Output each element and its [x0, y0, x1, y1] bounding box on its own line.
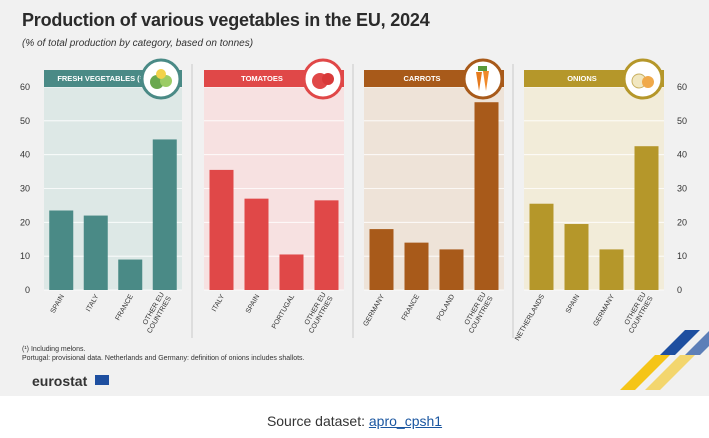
category-label: FRANCE	[115, 293, 136, 322]
y-tick-right: 10	[677, 251, 687, 261]
chart-area: 0 0 10 10 20 20 30 30 40 40 50 50 60 60 FRESH VEGETABL…	[20, 58, 687, 342]
bar	[314, 200, 339, 290]
bar	[83, 215, 108, 290]
bar	[474, 102, 499, 290]
chart-title: Production of various vegetables in the …	[22, 10, 430, 30]
bar	[49, 210, 74, 290]
y-tick-left: 60	[20, 82, 30, 92]
footnote-2: Portugal: provisional data. Netherlands …	[22, 355, 305, 362]
category-label: NETHERLANDS	[514, 293, 546, 342]
category-label: SPAIN	[245, 294, 261, 315]
y-tick-right: 30	[677, 184, 687, 194]
bar	[404, 242, 429, 290]
y-tick-right: 0	[677, 285, 682, 295]
category-label: OTHER EUCOUNTRIES	[301, 291, 335, 334]
carrot-icon	[462, 58, 504, 100]
y-tick-left: 50	[20, 116, 30, 126]
bar	[439, 249, 464, 290]
category-label: GERMANY	[362, 293, 386, 327]
bar	[244, 198, 269, 290]
y-tick-left: 10	[20, 251, 30, 261]
category-label: ITALY	[211, 293, 226, 313]
chart-subtitle: (% of total production by category, base…	[22, 38, 254, 49]
y-tick-left: 0	[25, 285, 30, 295]
source-label: Source dataset:	[266, 413, 365, 429]
panel-title: ONIONS	[567, 74, 597, 83]
y-tick-left: 30	[20, 184, 30, 194]
decorative-chevron-icon	[620, 330, 709, 390]
source-line: Source dataset: apro_cpsh1	[0, 413, 709, 429]
bar	[369, 229, 394, 290]
y-tick-left: 20	[20, 217, 30, 227]
bar	[152, 139, 177, 290]
panel-title: CARROTS	[403, 74, 440, 83]
bar	[118, 259, 143, 290]
y-tick-right: 20	[677, 217, 687, 227]
category-label: SPAIN	[565, 294, 581, 315]
bar	[564, 224, 589, 290]
category-label: ITALY	[85, 293, 100, 313]
bar	[634, 146, 659, 290]
bar	[599, 249, 624, 290]
y-tick-right: 60	[677, 82, 687, 92]
tomato-icon	[322, 73, 334, 85]
category-label: OTHER EUCOUNTRIES	[461, 291, 495, 334]
eu-flag-icon	[95, 375, 109, 385]
bar	[209, 169, 234, 290]
panel-title: TOMATOES	[241, 74, 283, 83]
category-label: OTHER EUCOUNTRIES	[621, 291, 655, 334]
carrot-icon	[476, 72, 482, 91]
bar	[529, 203, 554, 290]
vegetables-icon	[156, 69, 166, 79]
category-label: POLAND	[436, 294, 456, 322]
category-label: PORTUGAL	[271, 293, 296, 330]
carrot-icon	[478, 66, 487, 71]
eurostat-logo: eurostat	[32, 373, 88, 389]
category-label: OTHER EUCOUNTRIES	[139, 291, 173, 334]
category-label: FRANCE	[401, 293, 422, 322]
carrot-icon	[483, 71, 489, 91]
category-label: GERMANY	[592, 293, 616, 327]
chart-card: Production of various vegetables in the …	[0, 0, 709, 396]
panel-title: FRESH VEGETABLES (¹)	[57, 74, 145, 83]
y-tick-right: 50	[677, 116, 687, 126]
y-tick-left: 40	[20, 150, 30, 160]
source-dataset-link[interactable]: apro_cpsh1	[368, 413, 443, 429]
y-tick-right: 40	[677, 150, 687, 160]
category-label: SPAIN	[50, 294, 66, 315]
footnote-1: (¹) Including melons.	[22, 346, 86, 353]
bar	[279, 254, 304, 290]
onion-icon	[642, 76, 654, 88]
